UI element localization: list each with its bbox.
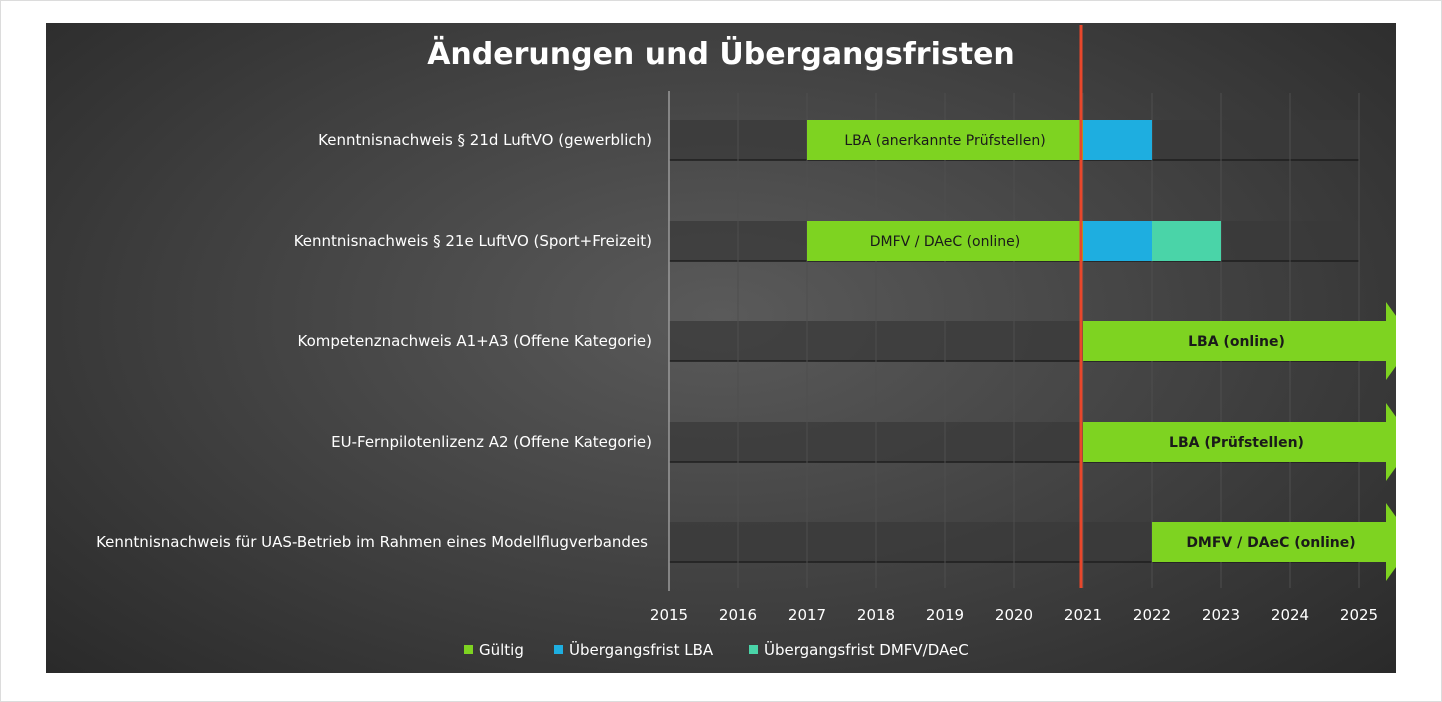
bar-arrow-gueltig <box>1083 302 1396 380</box>
bar-label: LBA (Prüfstellen) <box>1169 435 1304 451</box>
x-tick-label: 2021 <box>1064 606 1102 624</box>
x-tick-label: 2025 <box>1340 606 1378 624</box>
x-tick-label: 2020 <box>995 606 1033 624</box>
category-label: EU-Fernpilotenlizenz A2 (Offene Kategori… <box>331 433 652 451</box>
bar-label: DMFV / DAeC (online) <box>870 234 1020 250</box>
x-tick-label: 2019 <box>926 606 964 624</box>
legend-swatch-gueltig <box>464 645 473 654</box>
x-tick-label: 2018 <box>857 606 895 624</box>
x-tick-label: 2022 <box>1133 606 1171 624</box>
chart-title: Änderungen und Übergangsfristen <box>427 35 1015 72</box>
bar-segment-uebergang_lba <box>1083 221 1152 261</box>
category-label: Kompetenznachweis A1+A3 (Offene Kategori… <box>298 332 652 350</box>
legend-swatch-uebergang_lba <box>554 645 563 654</box>
x-tick-label: 2023 <box>1202 606 1240 624</box>
legend-swatch-uebergang_dmfv <box>749 645 758 654</box>
x-tick-label: 2024 <box>1271 606 1309 624</box>
gantt-chart: Änderungen und Übergangsfristen Kenntnisn… <box>96 25 1396 659</box>
bar-arrow-gueltig <box>1152 503 1396 581</box>
category-label: Kenntnisnachweis § 21e LuftVO (Sport+Fre… <box>294 232 652 250</box>
category-label: Kenntnisnachweis § 21d LuftVO (gewerblic… <box>318 131 652 149</box>
bar-arrow-gueltig <box>1083 403 1396 481</box>
legend-label: Übergangsfrist DMFV/DAeC <box>764 640 969 659</box>
bar-label: LBA (online) <box>1188 334 1285 350</box>
bar-segment-gueltig <box>807 221 1083 261</box>
bar-segment-gueltig <box>807 120 1083 160</box>
legend-label: Gültig <box>479 641 524 659</box>
x-tick-label: 2015 <box>650 606 688 624</box>
bar-segment-uebergang_lba <box>1083 120 1152 160</box>
bar-label: DMFV / DAeC (online) <box>1186 535 1355 551</box>
x-tick-label: 2017 <box>788 606 826 624</box>
legend-label: Übergangsfrist LBA <box>569 640 714 659</box>
bar-segment-uebergang_dmfv <box>1152 221 1221 261</box>
bar-label: LBA (anerkannte Prüfstellen) <box>844 133 1045 149</box>
category-label: Kenntnisnachweis für UAS-Betrieb im Rahm… <box>96 533 648 551</box>
x-tick-label: 2016 <box>719 606 757 624</box>
chart-panel: Änderungen und Übergangsfristen Kenntnisn… <box>46 23 1396 673</box>
